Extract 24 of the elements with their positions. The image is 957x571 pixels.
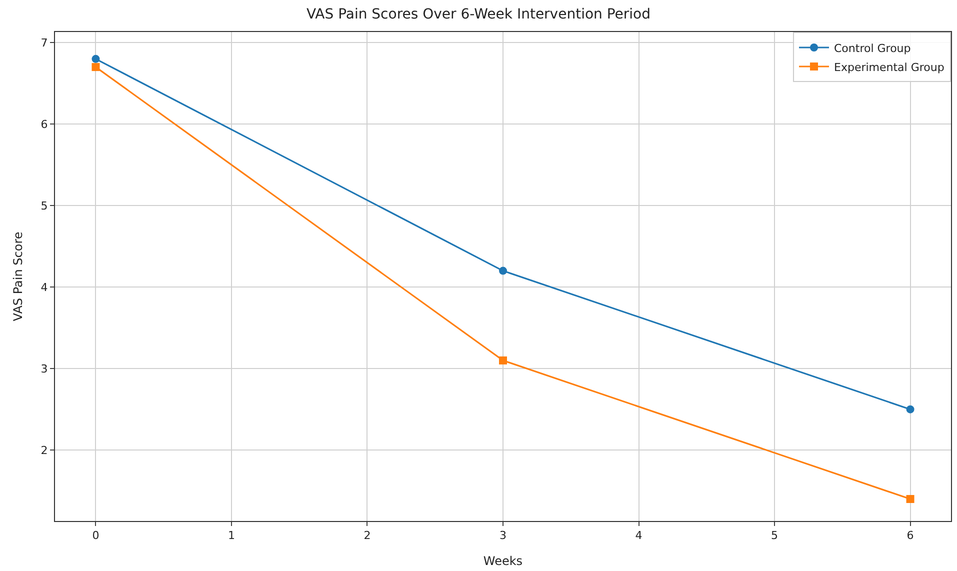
y-tick-label: 2 — [40, 444, 48, 457]
point — [499, 356, 507, 364]
x-tick-label: 4 — [635, 529, 642, 542]
x-tick-label: 1 — [228, 529, 235, 542]
x-tick-label: 5 — [771, 529, 778, 542]
y-tick-label: 4 — [40, 280, 48, 294]
legend-label: Control Group — [834, 42, 911, 55]
point — [92, 63, 100, 72]
x-tick-label: 2 — [364, 529, 371, 542]
point — [906, 495, 914, 503]
chart-title: VAS Pain Scores Over 6-Week Intervention Period — [306, 6, 651, 22]
y-tick-label: 5 — [40, 199, 48, 212]
x-tick-label: 3 — [500, 529, 506, 542]
y-tick-label: 3 — [40, 362, 48, 376]
point — [92, 54, 100, 63]
point — [906, 405, 914, 414]
x-tick-label: 6 — [906, 529, 914, 542]
y-tick-label: 7 — [40, 36, 48, 50]
y-tick-label: 6 — [40, 118, 48, 131]
x-axis-title: Weeks — [483, 554, 523, 568]
legend-label: Experimental Group — [834, 60, 944, 74]
x-tick-label: 0 — [92, 529, 100, 542]
point — [499, 266, 507, 275]
y-axis-title: VAS Pain Score — [11, 232, 26, 322]
